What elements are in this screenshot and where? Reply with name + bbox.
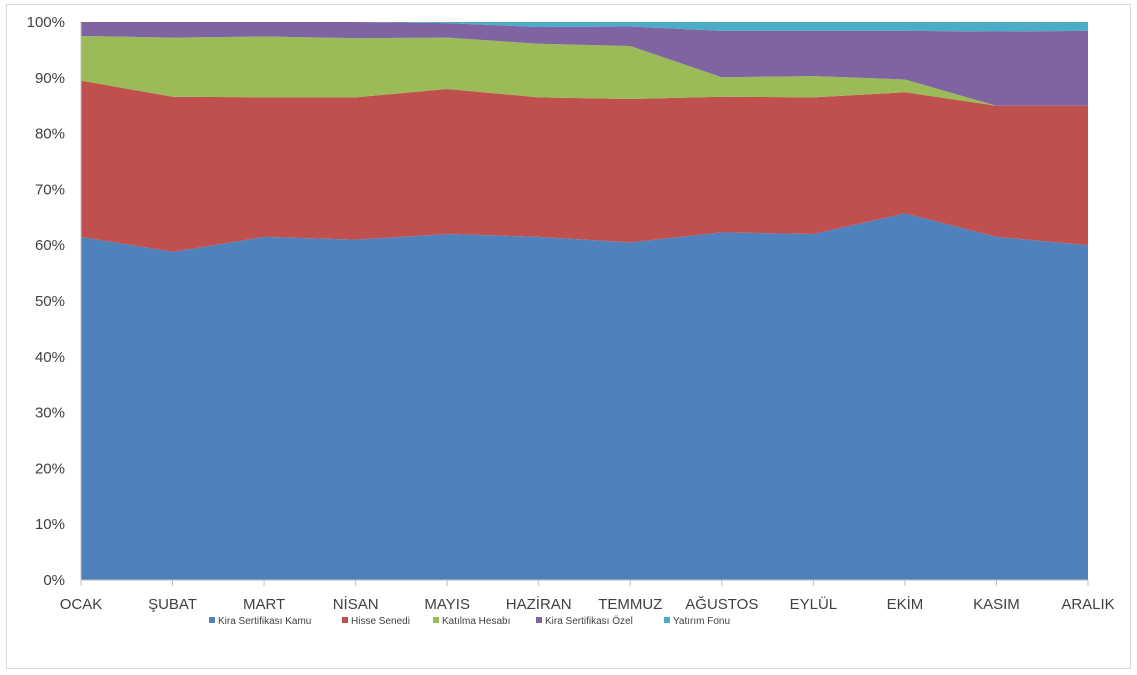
x-axis-labels: OCAK ŞUBAT MART NİSAN MAYIS HAZİRAN TEMMUZ AĞUS… bbox=[60, 595, 1115, 613]
y-tick-label: 100% bbox=[27, 14, 65, 31]
y-tick-label: 80% bbox=[35, 126, 65, 143]
y-tick-label: 10% bbox=[35, 516, 65, 533]
area-series-2 bbox=[81, 80, 1088, 252]
x-tick-label: AĞUSTOS bbox=[685, 596, 758, 613]
legend-swatch bbox=[536, 617, 542, 623]
x-tick-label: OCAK bbox=[60, 596, 103, 613]
area-series-4 bbox=[81, 22, 1088, 106]
y-tick-label: 30% bbox=[35, 405, 65, 422]
x-tick-label: NİSAN bbox=[333, 595, 379, 613]
legend-label: Kira Sertifikası Kamu bbox=[218, 616, 311, 627]
area-series-5 bbox=[81, 22, 1088, 32]
legend-label: Katılma Hesabı bbox=[442, 616, 510, 627]
legend-label: Kira Sertifikası Özel bbox=[545, 615, 633, 627]
x-tick-label: HAZİRAN bbox=[506, 595, 572, 613]
legend-swatch bbox=[664, 617, 670, 623]
y-tick-label: 20% bbox=[35, 460, 65, 477]
x-tick-label: EYLÜL bbox=[790, 595, 838, 613]
y-tick-label: 90% bbox=[35, 70, 65, 87]
legend: Kira Sertifikası Kamu Hisse Senedi Katılma… bbox=[209, 615, 730, 627]
x-tick-label: ŞUBAT bbox=[148, 596, 197, 613]
area-series-3 bbox=[81, 35, 1088, 106]
legend-swatch bbox=[342, 617, 348, 623]
legend-label: Yatırım Fonu bbox=[673, 616, 730, 627]
y-tick-label: 50% bbox=[35, 293, 65, 310]
x-tick-label: MAYIS bbox=[424, 596, 470, 613]
y-axis-labels: 0% 10% 20% 30% 40% 50% 60% 70% 80% 90% 100% bbox=[27, 14, 65, 589]
areas-layer bbox=[81, 22, 1088, 580]
y-tick-label: 60% bbox=[35, 237, 65, 254]
y-tick-label: 40% bbox=[35, 349, 65, 366]
x-tick-label: KASIM bbox=[973, 596, 1020, 613]
x-tick-label: TEMMUZ bbox=[598, 596, 662, 613]
legend-swatch bbox=[209, 617, 215, 623]
legend-label: Hisse Senedi bbox=[351, 616, 410, 627]
y-tick-label: 70% bbox=[35, 181, 65, 198]
axes-layer bbox=[80, 22, 1089, 586]
x-tick-label: ARALIK bbox=[1061, 596, 1114, 613]
x-tick-label: MART bbox=[243, 596, 285, 613]
y-tick-label: 0% bbox=[43, 572, 65, 589]
legend-swatch bbox=[433, 617, 439, 623]
area-series-1 bbox=[81, 213, 1088, 580]
x-tick-label: EKİM bbox=[887, 595, 924, 613]
